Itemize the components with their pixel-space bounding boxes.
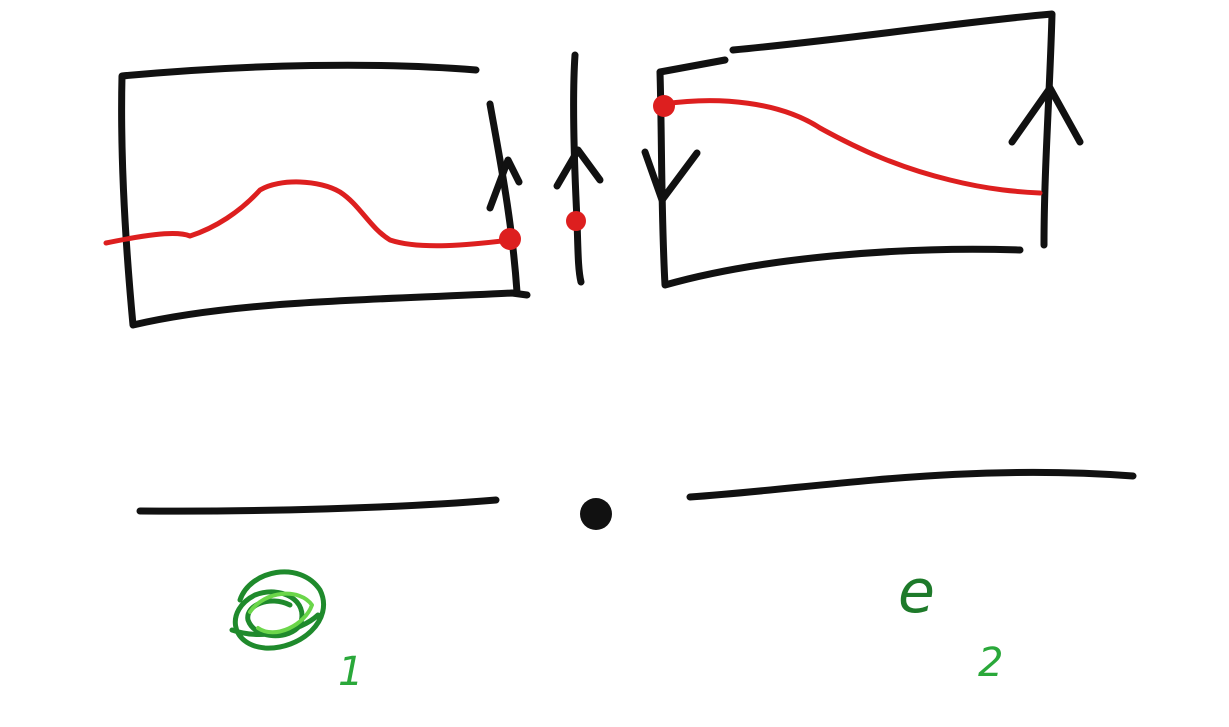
left-box-outline bbox=[118, 61, 531, 329]
center-dot bbox=[580, 498, 612, 530]
bottom-sketch bbox=[136, 468, 1137, 530]
left-box-right-edge bbox=[486, 100, 521, 296]
interface-red-dot bbox=[566, 211, 586, 231]
label-e2: e 2 bbox=[898, 557, 1003, 686]
left-box-curve bbox=[103, 179, 513, 249]
interface-up-arrow bbox=[553, 146, 604, 190]
label-e2-base: e bbox=[898, 557, 935, 627]
bottom-left-line bbox=[136, 496, 500, 515]
interface-line-stroke bbox=[570, 51, 585, 286]
left-box bbox=[103, 61, 531, 329]
bottom-right-line bbox=[686, 468, 1137, 501]
right-box-outline bbox=[656, 56, 1024, 289]
right-box bbox=[641, 10, 1084, 289]
right-box-up-arrow bbox=[1008, 84, 1084, 146]
left-box-up-arrow bbox=[486, 156, 523, 212]
interface-line bbox=[553, 51, 604, 286]
right-box-top-edge bbox=[729, 10, 1056, 249]
label-e1: 1 bbox=[229, 569, 363, 695]
label-e2-subscript: 2 bbox=[978, 640, 1003, 686]
label-e1-scribble-highlight bbox=[248, 591, 314, 635]
label-e1-subscript: 1 bbox=[338, 649, 363, 695]
right-box-down-arrow bbox=[641, 148, 701, 204]
right-box-curve bbox=[661, 98, 1043, 196]
right-box-curve-startpoint bbox=[653, 95, 675, 117]
left-box-curve-endpoint bbox=[499, 228, 521, 250]
